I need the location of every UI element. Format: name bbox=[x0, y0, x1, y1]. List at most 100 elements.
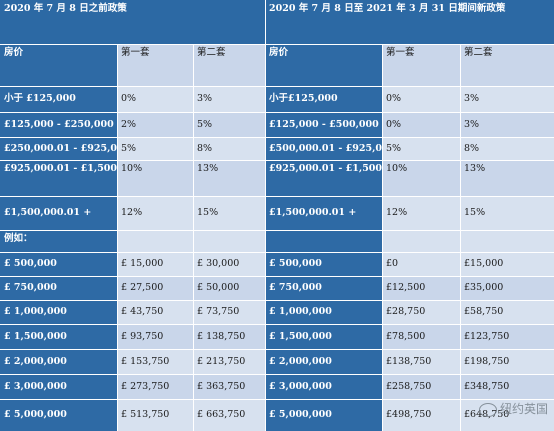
right-rate-second: 3% bbox=[460, 86, 554, 112]
right-example-first: £258,750 bbox=[382, 374, 460, 399]
left-rate-first: 0% bbox=[117, 86, 193, 112]
right-example-second: £123,750 bbox=[460, 324, 554, 349]
right-example-first: £12,500 bbox=[382, 276, 460, 300]
left-rate-second: 15% bbox=[193, 196, 265, 230]
right-rate-band: £125,000 - £500,000 bbox=[265, 112, 382, 137]
left-rate-band: £1,500,000.01 + bbox=[0, 196, 117, 230]
right-rate-band: 小于£125,000 bbox=[265, 86, 382, 112]
right-rate-first: 0% bbox=[382, 86, 460, 112]
left-rate-second: 8% bbox=[193, 137, 265, 160]
right-rate-first: 0% bbox=[382, 112, 460, 137]
left-rate-second: 13% bbox=[193, 160, 265, 196]
grid-line bbox=[0, 86, 554, 87]
grid-line bbox=[0, 44, 554, 45]
right-rate-first: 12% bbox=[382, 196, 460, 230]
right-col-second: 第二套 bbox=[460, 44, 554, 86]
right-rate-second: 8% bbox=[460, 137, 554, 160]
left-example-second: £ 213,750 bbox=[193, 349, 265, 374]
left-rate-first: 2% bbox=[117, 112, 193, 137]
right-rate-second: 13% bbox=[460, 160, 554, 196]
left-example-price: £ 1,000,000 bbox=[0, 300, 117, 324]
left-rate-band: £125,000 - £250,000 bbox=[0, 112, 117, 137]
right-example-first: £78,500 bbox=[382, 324, 460, 349]
left-policy-title: 2020 年 7 月 8 日之前政策 bbox=[0, 0, 265, 44]
left-example-second: £ 663,750 bbox=[193, 399, 265, 431]
right-example-second: £348,750 bbox=[460, 374, 554, 399]
right-rate-second: 15% bbox=[460, 196, 554, 230]
left-example-second: £ 30,000 bbox=[193, 252, 265, 276]
left-rate-first: 10% bbox=[117, 160, 193, 196]
left-example-price: £ 500,000 bbox=[0, 252, 117, 276]
left-rate-band: £250,000.01 - £925,000 bbox=[0, 137, 117, 160]
left-rate-second: 3% bbox=[193, 86, 265, 112]
right-example-second: £35,000 bbox=[460, 276, 554, 300]
grid-line bbox=[0, 374, 554, 375]
grid-line bbox=[0, 324, 554, 325]
left-rate-second: 5% bbox=[193, 112, 265, 137]
right-example-second: £58,750 bbox=[460, 300, 554, 324]
left-example-second: £ 50,000 bbox=[193, 276, 265, 300]
grid-line bbox=[265, 0, 266, 44]
right-rate-band: £925,000.01 - £1,500,000 bbox=[265, 160, 382, 196]
grid-line bbox=[193, 44, 194, 431]
right-example-first: £498,750 bbox=[382, 399, 460, 431]
left-example-second: £ 73,750 bbox=[193, 300, 265, 324]
grid-line bbox=[0, 399, 554, 400]
left-example-first: £ 273,750 bbox=[117, 374, 193, 399]
left-example-price: £ 750,000 bbox=[0, 276, 117, 300]
left-example-first: £ 27,500 bbox=[117, 276, 193, 300]
left-example-first: £ 513,750 bbox=[117, 399, 193, 431]
grid-line bbox=[0, 196, 554, 197]
right-rate-first: 5% bbox=[382, 137, 460, 160]
grid-line bbox=[0, 137, 554, 138]
left-example-price: £ 1,500,000 bbox=[0, 324, 117, 349]
watermark-text: 纽约英国 bbox=[499, 402, 548, 416]
grid-line bbox=[117, 44, 118, 431]
left-example-first: £ 15,000 bbox=[117, 252, 193, 276]
grid-line bbox=[0, 300, 554, 301]
example-spacer-left bbox=[117, 230, 265, 252]
right-policy-title: 2020 年 7 月 8 日至 2021 年 3 月 31 日期间新政策 bbox=[265, 0, 554, 44]
grid-line bbox=[0, 276, 554, 277]
wechat-icon bbox=[478, 402, 497, 417]
example-spacer-right-label bbox=[265, 230, 382, 252]
right-example-second: £15,000 bbox=[460, 252, 554, 276]
grid-line bbox=[0, 349, 554, 350]
left-example-second: £ 363,750 bbox=[193, 374, 265, 399]
left-example-price: £ 2,000,000 bbox=[0, 349, 117, 374]
left-example-second: £ 138,750 bbox=[193, 324, 265, 349]
right-example-first: £138,750 bbox=[382, 349, 460, 374]
watermark: 纽约英国 bbox=[478, 400, 548, 417]
example-spacer-right bbox=[382, 230, 554, 252]
grid-line bbox=[460, 44, 461, 431]
grid-line bbox=[382, 44, 383, 431]
right-col-price: 房价 bbox=[265, 44, 382, 86]
example-label: 例如： bbox=[0, 230, 117, 252]
right-rate-band: £500,000.01 - £925,000 bbox=[265, 137, 382, 160]
grid-line bbox=[0, 252, 554, 253]
left-rate-first: 12% bbox=[117, 196, 193, 230]
right-example-first: £28,750 bbox=[382, 300, 460, 324]
left-rate-band: 小于 £125,000 bbox=[0, 86, 117, 112]
left-rate-first: 5% bbox=[117, 137, 193, 160]
right-rate-second: 3% bbox=[460, 112, 554, 137]
left-example-first: £ 153,750 bbox=[117, 349, 193, 374]
left-col-second: 第二套 bbox=[193, 44, 265, 86]
right-example-price: £ 3,000,000 bbox=[265, 374, 382, 399]
right-example-price: £ 2,000,000 bbox=[265, 349, 382, 374]
right-example-first: £0 bbox=[382, 252, 460, 276]
right-example-second: £198,750 bbox=[460, 349, 554, 374]
right-example-price: £ 500,000 bbox=[265, 252, 382, 276]
left-rate-band: £925,000.01 - £1,500,000 bbox=[0, 160, 117, 196]
right-col-first: 第一套 bbox=[382, 44, 460, 86]
right-rate-first: 10% bbox=[382, 160, 460, 196]
right-example-price: £ 750,000 bbox=[265, 276, 382, 300]
right-example-price: £ 1,500,000 bbox=[265, 324, 382, 349]
right-rate-band: £1,500,000.01 + bbox=[265, 196, 382, 230]
left-example-price: £ 3,000,000 bbox=[0, 374, 117, 399]
left-col-first: 第一套 bbox=[117, 44, 193, 86]
left-example-first: £ 93,750 bbox=[117, 324, 193, 349]
grid-line bbox=[0, 230, 554, 231]
right-example-price: £ 1,000,000 bbox=[265, 300, 382, 324]
